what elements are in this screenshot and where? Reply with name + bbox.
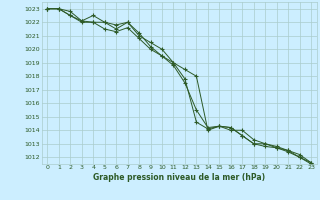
X-axis label: Graphe pression niveau de la mer (hPa): Graphe pression niveau de la mer (hPa) [93, 173, 265, 182]
